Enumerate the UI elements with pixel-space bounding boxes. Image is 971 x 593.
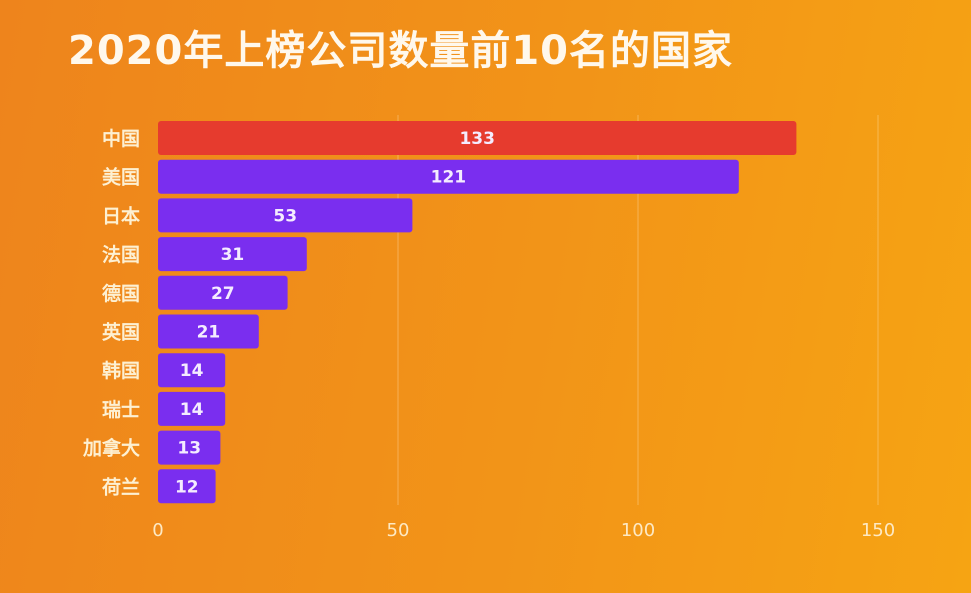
category-label: 法国 <box>102 243 140 266</box>
bar-10 <box>158 469 216 504</box>
bar-5 <box>158 275 288 310</box>
category-label: 荷兰 <box>102 475 140 498</box>
category-label: 日本 <box>102 204 140 227</box>
bar-2 <box>158 159 739 194</box>
bar-7 <box>158 353 226 388</box>
x-tick-label: 0 <box>152 520 163 541</box>
value-label: 53 <box>273 206 297 226</box>
category-label: 美国 <box>102 166 140 189</box>
value-label: 31 <box>221 245 245 265</box>
value-label: 14 <box>180 400 204 420</box>
category-label: 加拿大 <box>82 437 140 460</box>
value-label: 13 <box>177 439 201 459</box>
chart-title: 2020年上榜公司数量前10名的国家 <box>68 28 733 74</box>
category-label: 韩国 <box>102 359 140 382</box>
bar-3 <box>158 198 413 233</box>
value-label: 121 <box>431 168 467 188</box>
x-tick-label: 150 <box>861 520 895 541</box>
category-label: 英国 <box>102 321 140 344</box>
x-tick-label: 50 <box>387 520 410 541</box>
value-label: 133 <box>459 129 495 149</box>
bar-4 <box>158 237 307 272</box>
bar-8 <box>158 391 226 426</box>
value-label: 12 <box>175 477 199 497</box>
category-label: 瑞士 <box>102 398 140 421</box>
bar-9 <box>158 430 221 465</box>
category-label: 中国 <box>102 127 140 150</box>
value-label: 27 <box>211 284 235 304</box>
value-label: 21 <box>197 323 221 343</box>
x-tick-label: 100 <box>621 520 655 541</box>
bar-1 <box>158 121 797 155</box>
category-label: 德国 <box>102 282 140 305</box>
value-label: 14 <box>180 361 204 381</box>
bar-6 <box>158 314 259 349</box>
